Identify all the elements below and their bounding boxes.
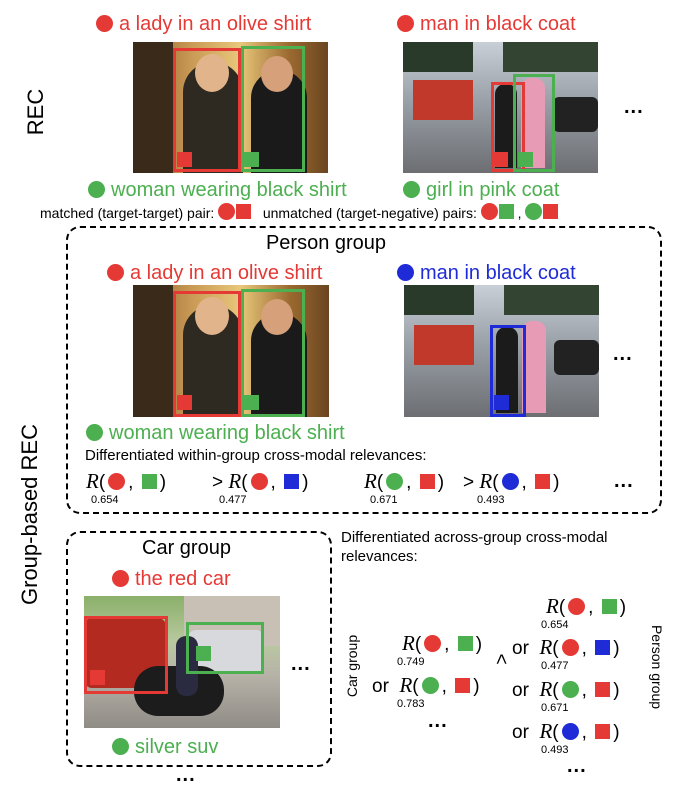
rec-img2-top-caption: man in black coat <box>397 12 576 36</box>
across-person-ellipsis: ... <box>567 755 587 777</box>
pair-legend: matched (target-target) pair: unmatched … <box>40 203 559 222</box>
within-group-heading: Differentiated within-group cross-modal … <box>85 447 427 464</box>
pg-photo-women <box>133 285 329 417</box>
car-top-caption: the red car <box>112 567 231 591</box>
car-bottom-caption: silver suv <box>112 735 218 759</box>
across-gt: > <box>492 653 513 665</box>
across-person-score-1: 0.654 <box>541 619 569 631</box>
person-group-box <box>66 226 662 514</box>
car-photo <box>84 596 280 728</box>
within-score-4: 0.493 <box>477 494 505 506</box>
red-circle-icon <box>107 264 124 281</box>
red-circle-icon <box>397 15 414 32</box>
across-person-score-2: 0.477 <box>541 660 569 672</box>
rec-photo-street <box>403 42 598 173</box>
rec-img1-top-caption: a lady in an olive shirt <box>96 12 311 36</box>
red-circle-icon <box>112 570 129 587</box>
person-group-title: Person group <box>265 232 387 254</box>
car-group-box <box>66 531 332 767</box>
red-square-icon <box>543 204 559 219</box>
green-circle-icon <box>525 203 543 220</box>
rec-photo-women <box>133 42 328 173</box>
red-circle-icon <box>218 203 236 220</box>
across-group-heading: Differentiated across-group cross-modal r… <box>341 529 608 565</box>
across-person-score-4: 0.493 <box>541 744 569 756</box>
across-person-rel-4: or R(, ) <box>512 719 620 743</box>
across-car-score-1: 0.749 <box>397 656 425 668</box>
within-rel-2: > R(, ) <box>212 469 309 493</box>
across-car-ellipsis: ... <box>428 710 448 732</box>
green-circle-icon <box>112 738 129 755</box>
within-score-2: 0.477 <box>219 494 247 506</box>
rec-img1-bottom-caption: woman wearing black shirt <box>88 178 347 202</box>
pg-img1-top-caption: a lady in an olive shirt <box>107 261 322 285</box>
car-group-vertical-label: Car group <box>344 634 360 698</box>
within-rel-3: R(, ) <box>364 469 445 493</box>
within-rel-1: R(, ) <box>86 469 167 493</box>
within-rel-4: > R(, ) <box>463 469 560 493</box>
within-score-1: 0.654 <box>91 494 119 506</box>
across-car-score-2: 0.783 <box>397 698 425 710</box>
pg-ellipsis: ... <box>613 343 633 365</box>
red-circle-icon <box>96 15 113 32</box>
rec-section-label: REC <box>23 88 48 136</box>
pg-img2-top-caption: man in black coat <box>397 261 576 285</box>
car-bottom-ellipsis: ... <box>176 764 196 786</box>
across-person-rel-3: or R(, ) <box>512 677 620 701</box>
car-ellipsis: ... <box>291 653 311 675</box>
blue-circle-icon <box>397 264 414 281</box>
across-car-rel-1: R(, ) <box>402 631 483 655</box>
pg-img1-bottom-caption: woman wearing black shirt <box>86 421 345 445</box>
person-group-vertical-label: Person group <box>649 624 665 710</box>
within-score-3: 0.671 <box>370 494 398 506</box>
red-square-icon <box>236 204 252 219</box>
across-person-score-3: 0.671 <box>541 702 569 714</box>
across-car-rel-2: or R(, ) <box>372 673 480 697</box>
group-rec-section-label: Group-based REC <box>17 424 42 605</box>
red-circle-icon <box>480 203 498 220</box>
green-square-icon <box>498 204 514 219</box>
across-person-rel-1: R(, ) <box>546 594 627 618</box>
pg-photo-street <box>404 285 599 417</box>
green-circle-icon <box>403 181 420 198</box>
rec-ellipsis: ... <box>624 96 644 118</box>
car-group-title: Car group <box>142 537 231 559</box>
green-circle-icon <box>86 424 103 441</box>
rec-img2-bottom-caption: girl in pink coat <box>403 178 559 202</box>
across-person-rel-2: or R(, ) <box>512 635 620 659</box>
green-circle-icon <box>88 181 105 198</box>
within-ellipsis: ... <box>614 470 634 492</box>
